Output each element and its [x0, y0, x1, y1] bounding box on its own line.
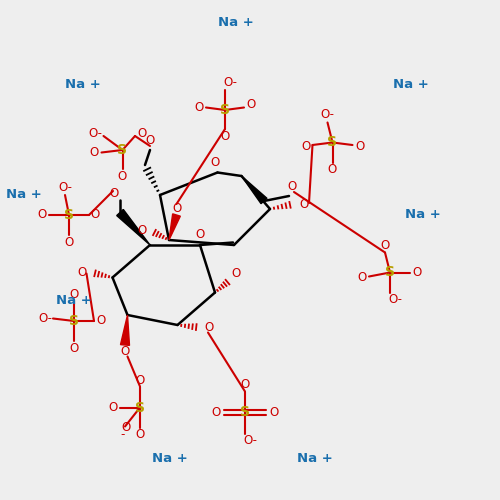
Text: O-: O- — [88, 127, 102, 140]
Text: O: O — [96, 314, 106, 328]
Polygon shape — [169, 214, 180, 240]
Text: O: O — [412, 266, 422, 279]
Text: O: O — [204, 321, 214, 334]
Text: O: O — [136, 374, 144, 386]
Text: O: O — [300, 198, 308, 210]
Text: O: O — [89, 146, 98, 159]
Text: O: O — [90, 208, 100, 222]
Text: S: S — [69, 314, 79, 328]
Text: S: S — [385, 266, 395, 280]
Text: O-: O- — [223, 76, 237, 89]
Text: S: S — [64, 208, 74, 222]
Text: O: O — [220, 130, 230, 142]
Text: O: O — [172, 202, 181, 215]
Text: O: O — [270, 406, 278, 419]
Text: O: O — [77, 266, 86, 279]
Text: O: O — [194, 101, 203, 114]
Text: O-: O- — [243, 434, 257, 447]
Text: S: S — [135, 400, 145, 414]
Text: O: O — [108, 401, 118, 414]
Text: S: S — [240, 406, 250, 419]
Text: O: O — [355, 140, 364, 153]
Text: O: O — [210, 156, 220, 169]
Text: Na +: Na + — [152, 452, 188, 466]
Text: O: O — [287, 180, 296, 194]
Text: O: O — [120, 345, 130, 358]
Text: O: O — [70, 288, 78, 300]
Text: O: O — [137, 224, 146, 237]
Text: O-: O- — [388, 293, 402, 306]
Text: O: O — [38, 208, 46, 222]
Text: Na +: Na + — [393, 78, 429, 90]
Text: O: O — [380, 239, 390, 252]
Text: S: S — [118, 143, 128, 157]
Text: Na +: Na + — [404, 208, 440, 220]
Text: -: - — [120, 428, 124, 441]
Text: O: O — [110, 187, 118, 200]
Text: Na +: Na + — [218, 16, 254, 29]
Text: Na +: Na + — [64, 78, 100, 90]
Text: Na +: Na + — [297, 452, 333, 466]
Text: O: O — [196, 228, 204, 240]
Text: O-: O- — [58, 181, 72, 194]
Text: O: O — [232, 267, 240, 280]
Text: O: O — [146, 134, 154, 147]
Text: O-: O- — [38, 312, 52, 325]
Text: O: O — [212, 406, 220, 419]
Text: O: O — [240, 378, 250, 391]
Text: O: O — [122, 421, 130, 434]
Text: O-: O- — [320, 108, 334, 122]
Text: O: O — [136, 428, 144, 441]
Text: S: S — [220, 103, 230, 117]
Text: S: S — [328, 136, 338, 149]
Text: O: O — [328, 163, 337, 176]
Text: O: O — [301, 140, 310, 153]
Polygon shape — [120, 315, 130, 346]
Text: O: O — [138, 127, 147, 140]
Text: Na +: Na + — [6, 188, 42, 202]
Text: Na +: Na + — [56, 294, 92, 306]
Text: O: O — [70, 342, 78, 354]
Text: O: O — [118, 170, 127, 182]
Text: O: O — [246, 98, 256, 112]
Text: O: O — [358, 271, 366, 284]
Text: O: O — [64, 236, 74, 248]
Polygon shape — [242, 176, 267, 204]
Polygon shape — [116, 210, 150, 245]
